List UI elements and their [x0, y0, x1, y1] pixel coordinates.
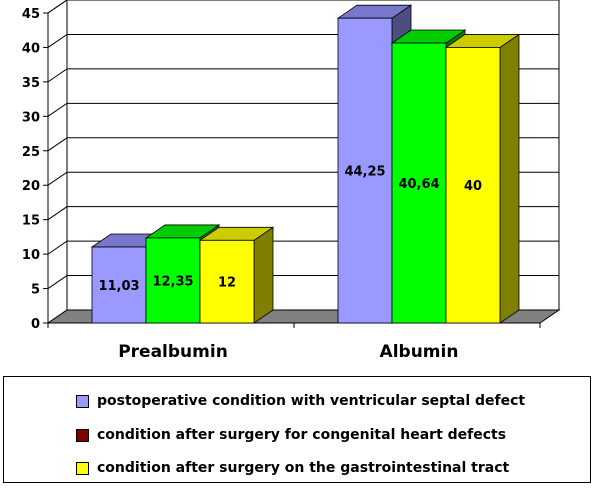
bar-side [499, 33, 520, 324]
y-tick-label: 35 [22, 76, 40, 91]
bar-front [337, 17, 393, 324]
y-tick-label: 40 [22, 41, 40, 56]
category-label: Albumin [380, 342, 459, 362]
bar: 12 [198, 226, 275, 324]
legend-label: postoperative condition with ventricular… [97, 393, 526, 409]
y-tick-label: 10 [22, 248, 40, 263]
data-label: 12,35 [152, 274, 193, 289]
data-label: 44,25 [344, 165, 385, 180]
y-tick-label: 20 [22, 179, 40, 194]
y-tick-label: 0 [31, 317, 40, 332]
legend-swatch [76, 428, 89, 442]
bar-chart: 0 5 10 15 20 25 30 35 40 45 11,03 12,35 12 44,25 40,6… [22, 0, 561, 362]
y-tick-label: 15 [22, 214, 40, 229]
bar-front [445, 47, 501, 324]
legend-item-ventricular-septal-defect: postoperative condition with ventricular… [76, 391, 525, 411]
category-label: Prealbumin [118, 342, 228, 362]
category-labels: Prealbumin Albumin [118, 342, 458, 362]
y-tick-label: 5 [31, 283, 40, 298]
gridline [47, 0, 559, 14]
legend-item-congenital-heart-defects: condition after surgery for congenital h… [76, 425, 506, 445]
legend-swatch [76, 461, 89, 475]
bars: 11,03 12,35 12 44,25 40,64 40 [90, 4, 521, 324]
legend-label: condition after surgery on the gastroint… [97, 460, 510, 476]
data-label: 40,64 [398, 177, 439, 192]
bar-front [391, 42, 447, 324]
bar-front [145, 237, 201, 324]
legend: postoperative condition with ventricular… [3, 376, 591, 483]
legend-item-gastrointestinal-tract: condition after surgery on the gastroint… [76, 458, 509, 478]
data-label: 12 [218, 276, 236, 291]
data-label: 11,03 [98, 279, 139, 294]
legend-label: condition after surgery for congenital h… [97, 427, 507, 443]
y-tick-label: 25 [22, 145, 40, 160]
y-tick-label: 30 [22, 110, 40, 125]
bar-front [91, 246, 147, 324]
y-tick-label: 45 [22, 7, 40, 22]
legend-swatch [76, 394, 89, 408]
side-wall [47, 0, 68, 324]
bar-side [253, 226, 274, 324]
bar: 40 [444, 33, 521, 324]
y-tick-labels: 0 5 10 15 20 25 30 35 40 45 [22, 7, 48, 332]
data-label: 40 [464, 179, 482, 194]
bar-front [199, 239, 255, 324]
